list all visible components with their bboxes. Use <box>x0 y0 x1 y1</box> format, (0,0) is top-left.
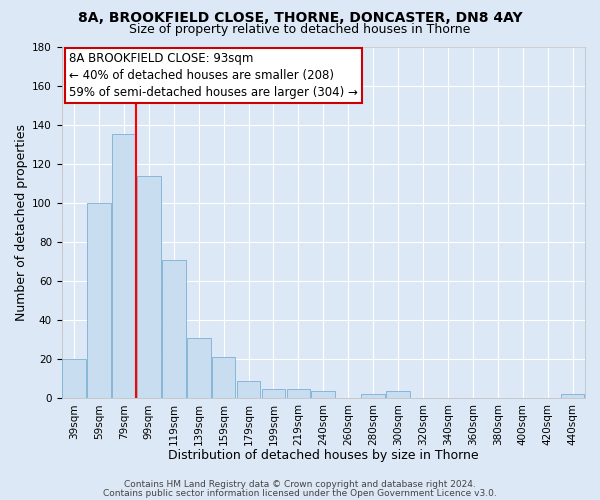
Bar <box>561 394 584 398</box>
Bar <box>237 381 260 398</box>
Text: 8A, BROOKFIELD CLOSE, THORNE, DONCASTER, DN8 4AY: 8A, BROOKFIELD CLOSE, THORNE, DONCASTER,… <box>77 12 523 26</box>
Text: Size of property relative to detached houses in Thorne: Size of property relative to detached ho… <box>130 22 470 36</box>
Y-axis label: Number of detached properties: Number of detached properties <box>15 124 28 321</box>
Text: 8A BROOKFIELD CLOSE: 93sqm
← 40% of detached houses are smaller (208)
59% of sem: 8A BROOKFIELD CLOSE: 93sqm ← 40% of deta… <box>70 52 358 99</box>
Bar <box>87 203 111 398</box>
Bar <box>287 388 310 398</box>
Bar <box>62 360 86 399</box>
Bar <box>386 390 410 398</box>
Bar <box>162 260 185 398</box>
Bar <box>262 388 286 398</box>
X-axis label: Distribution of detached houses by size in Thorne: Distribution of detached houses by size … <box>168 450 479 462</box>
Bar <box>187 338 211 398</box>
Bar <box>212 358 235 399</box>
Bar <box>112 134 136 398</box>
Bar <box>137 176 161 398</box>
Bar <box>361 394 385 398</box>
Text: Contains public sector information licensed under the Open Government Licence v3: Contains public sector information licen… <box>103 488 497 498</box>
Bar <box>311 390 335 398</box>
Text: Contains HM Land Registry data © Crown copyright and database right 2024.: Contains HM Land Registry data © Crown c… <box>124 480 476 489</box>
